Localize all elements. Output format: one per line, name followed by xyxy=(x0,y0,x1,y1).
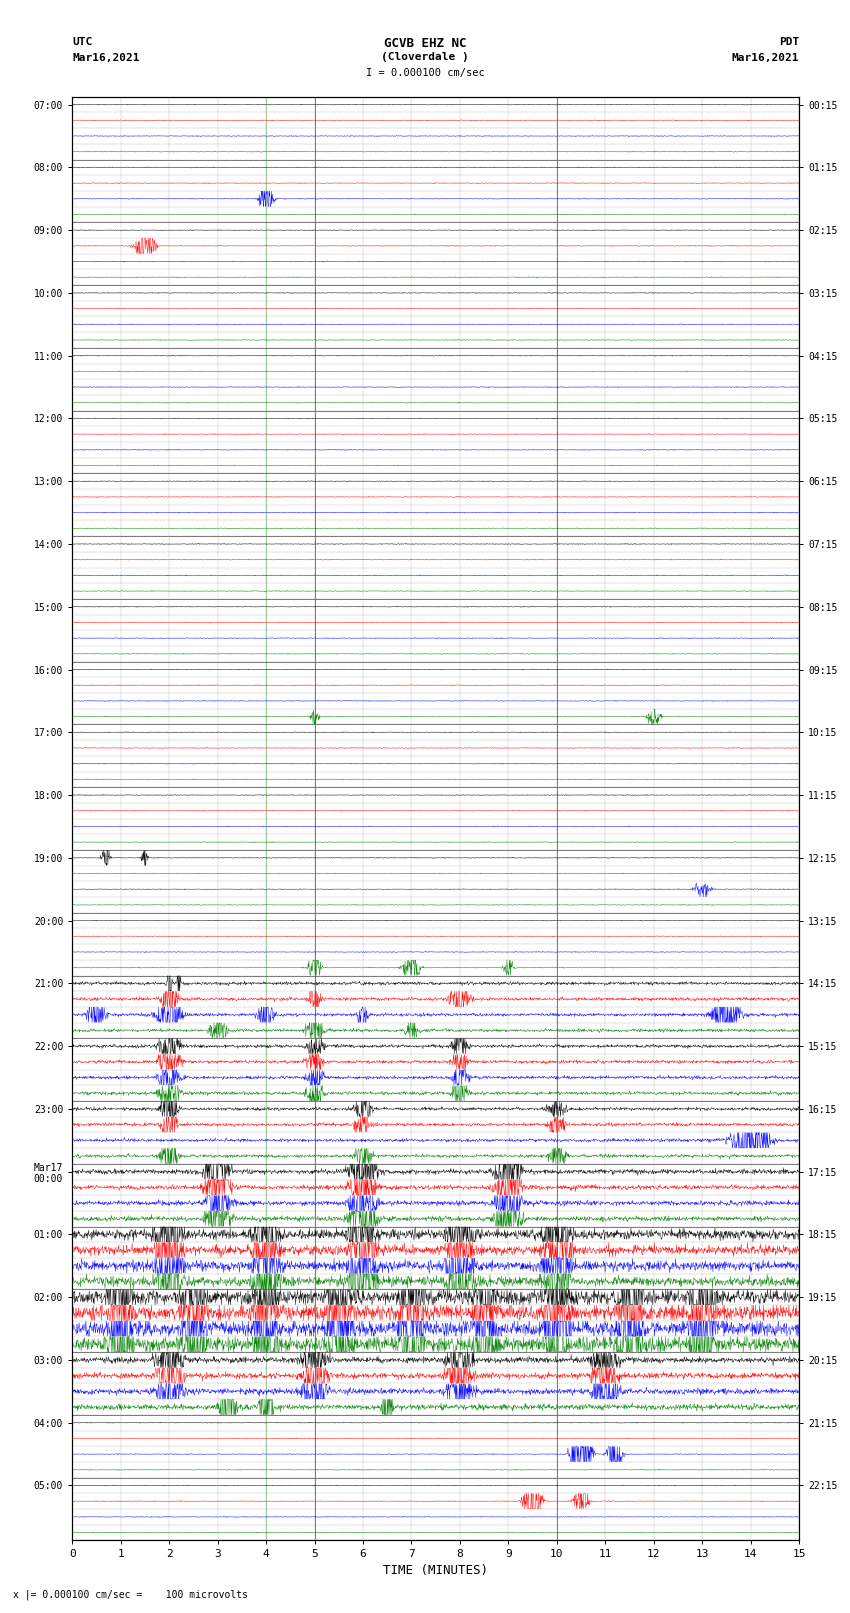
Text: UTC: UTC xyxy=(72,37,93,47)
Text: Mar16,2021: Mar16,2021 xyxy=(72,53,139,63)
Text: I = 0.000100 cm/sec: I = 0.000100 cm/sec xyxy=(366,68,484,77)
Text: Mar16,2021: Mar16,2021 xyxy=(732,53,799,63)
Text: x |= 0.000100 cm/sec =    100 microvolts: x |= 0.000100 cm/sec = 100 microvolts xyxy=(13,1589,247,1600)
Text: PDT: PDT xyxy=(779,37,799,47)
X-axis label: TIME (MINUTES): TIME (MINUTES) xyxy=(383,1563,488,1576)
Text: (Cloverdale ): (Cloverdale ) xyxy=(381,52,469,61)
Text: GCVB EHZ NC: GCVB EHZ NC xyxy=(383,37,467,50)
